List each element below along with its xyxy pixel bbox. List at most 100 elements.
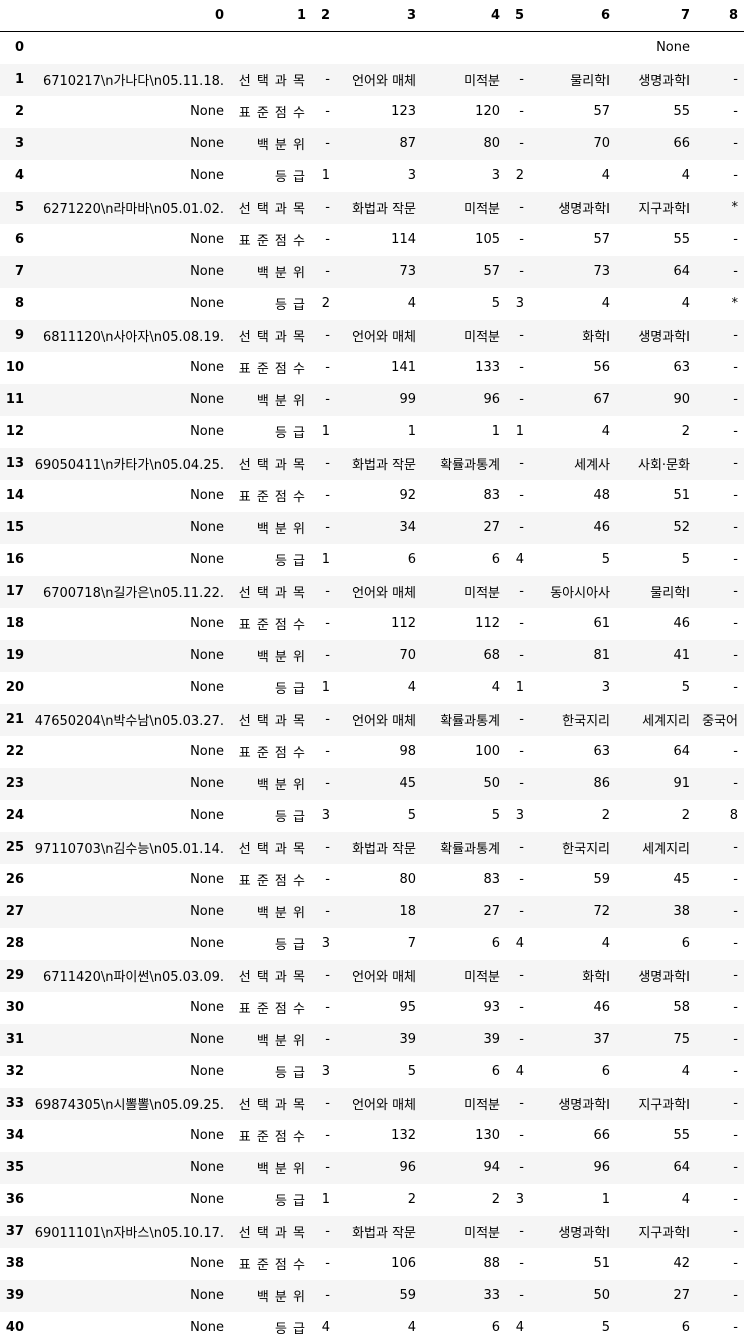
table-cell: - xyxy=(733,776,738,791)
table-cell: - xyxy=(519,488,524,503)
table-cell: - xyxy=(519,1000,524,1015)
table-cell: - xyxy=(325,1224,330,1239)
table-cell: 51 xyxy=(673,488,690,503)
table-cell: None xyxy=(190,1288,224,1303)
table-cell: - xyxy=(519,456,524,471)
table-cell: 화법과 작문 xyxy=(352,1226,416,1241)
table-row: 9 6811120\n사아자\n05.08.19. 선 택 과 목 - 언어와 매체 미적… xyxy=(0,319,744,352)
table-cell: - xyxy=(733,424,738,439)
table-cell: 6711420\n파이썬\n05.03.09. xyxy=(42,970,224,985)
table-cell: 지구과학Ⅰ xyxy=(638,1226,690,1241)
table-cell: 33 xyxy=(483,1288,500,1303)
table-cell: - xyxy=(325,1256,330,1271)
table-cell: 91 xyxy=(673,776,690,791)
table-cell: 8 xyxy=(729,808,738,823)
table-cell: 66 xyxy=(673,136,690,151)
column-header: 3 xyxy=(336,0,422,32)
table-cell: 백 분 위 xyxy=(256,1034,306,1049)
table-cell: - xyxy=(733,904,738,919)
table-cell: * xyxy=(731,200,739,215)
table-row: 0 None xyxy=(0,32,744,64)
table-cell: 1 xyxy=(515,680,524,695)
table-cell: 화법과 작문 xyxy=(352,842,416,857)
column-header: 6 xyxy=(530,0,616,32)
table-row: 22 None 표 준 점 수 - 98 100 - 63 64 - xyxy=(0,736,744,768)
table-row: 33 69874305\n시뽈뽈\n05.09.25. 선 택 과 목 - 언어와 매체… xyxy=(0,1087,744,1120)
table-row: 29 6711420\n파이썬\n05.03.09. 선 택 과 목 - 언어와 매체 미… xyxy=(0,959,744,992)
table-cell: - xyxy=(325,904,330,919)
table-row: 6 None 표 준 점 수 - 114 105 - 57 55 - xyxy=(0,224,744,256)
table-cell: 2 xyxy=(321,296,330,311)
table-cell: 112 xyxy=(391,616,416,631)
table-cell: 27 xyxy=(483,904,500,919)
table-cell: 67 xyxy=(593,392,610,407)
table-cell: - xyxy=(733,648,738,663)
table-cell: 96 xyxy=(593,1160,610,1175)
row-index: 39 xyxy=(5,1288,24,1303)
table-cell: - xyxy=(325,744,330,759)
table-cell: 등 급 xyxy=(274,682,306,697)
table-row: 23 None 백 분 위 - 45 50 - 86 91 - xyxy=(0,767,744,800)
table-cell: 사회·문화 xyxy=(638,458,690,473)
table-cell: 화법과 작문 xyxy=(352,202,416,217)
column-header: 1 xyxy=(230,0,312,32)
table-cell: 6 xyxy=(681,936,690,951)
table-cell: 6 xyxy=(491,936,500,951)
table-cell: 120 xyxy=(475,104,500,119)
row-index: 1 xyxy=(14,72,24,87)
table-row: 30 None 표 준 점 수 - 95 93 - 46 58 - xyxy=(0,992,744,1024)
table-cell: 92 xyxy=(399,488,416,503)
table-cell: - xyxy=(733,1160,738,1175)
table-cell: None xyxy=(190,744,224,759)
table-cell: - xyxy=(733,520,738,535)
row-index: 16 xyxy=(5,552,24,567)
table-row: 31 None 백 분 위 - 39 39 - 37 75 - xyxy=(0,1023,744,1056)
table-cell: - xyxy=(733,1032,738,1047)
table-cell: 7 xyxy=(407,936,416,951)
table-cell: - xyxy=(733,616,738,631)
table-cell: 4 xyxy=(681,296,690,311)
table-cell: 백 분 위 xyxy=(256,1290,306,1305)
table-cell: 언어와 매체 xyxy=(352,1098,416,1113)
table-cell: 4 xyxy=(601,424,610,439)
table-cell: - xyxy=(325,264,330,279)
table-cell: 39 xyxy=(399,1032,416,1047)
table-row: 19 None 백 분 위 - 70 68 - 81 41 - xyxy=(0,639,744,672)
row-index: 15 xyxy=(5,520,24,535)
table-row: 25 97110703\n김수능\n05.01.14. 선 택 과 목 - 화법과 작문… xyxy=(0,831,744,864)
row-index: 17 xyxy=(5,584,24,599)
table-cell: 3 xyxy=(515,808,524,823)
table-cell: - xyxy=(519,648,524,663)
table-cell: 39 xyxy=(483,1032,500,1047)
table-cell: - xyxy=(325,872,330,887)
table-cell: None xyxy=(190,1320,224,1335)
table-cell xyxy=(422,32,506,64)
row-index: 38 xyxy=(5,1256,24,1271)
table-cell: 1 xyxy=(321,168,330,183)
table-cell: 백 분 위 xyxy=(256,138,306,153)
table-cell: 6710217\n가나다\n05.11.18. xyxy=(42,74,224,89)
table-cell: - xyxy=(733,872,738,887)
table-cell: 64 xyxy=(673,744,690,759)
row-index: 32 xyxy=(5,1064,24,1079)
table-cell: 3 xyxy=(515,1192,524,1207)
table-cell: - xyxy=(325,1160,330,1175)
table-cell: 3 xyxy=(407,168,416,183)
table-cell: - xyxy=(733,936,738,951)
table-cell: 언어와 매체 xyxy=(352,586,416,601)
table-cell: 1 xyxy=(321,424,330,439)
table-cell: 생명과학Ⅰ xyxy=(638,970,690,985)
row-index: 40 xyxy=(5,1320,24,1335)
table-cell: 4 xyxy=(491,680,500,695)
row-index: 10 xyxy=(5,360,24,375)
table-cell: 51 xyxy=(593,1256,610,1271)
table-cell: 106 xyxy=(391,1256,416,1271)
table-cell: 5 xyxy=(407,808,416,823)
table-cell: 73 xyxy=(593,264,610,279)
table-cell: - xyxy=(733,1192,738,1207)
table-cell: None xyxy=(190,552,224,567)
table-cell: 선 택 과 목 xyxy=(238,714,306,729)
table-cell: 58 xyxy=(673,1000,690,1015)
